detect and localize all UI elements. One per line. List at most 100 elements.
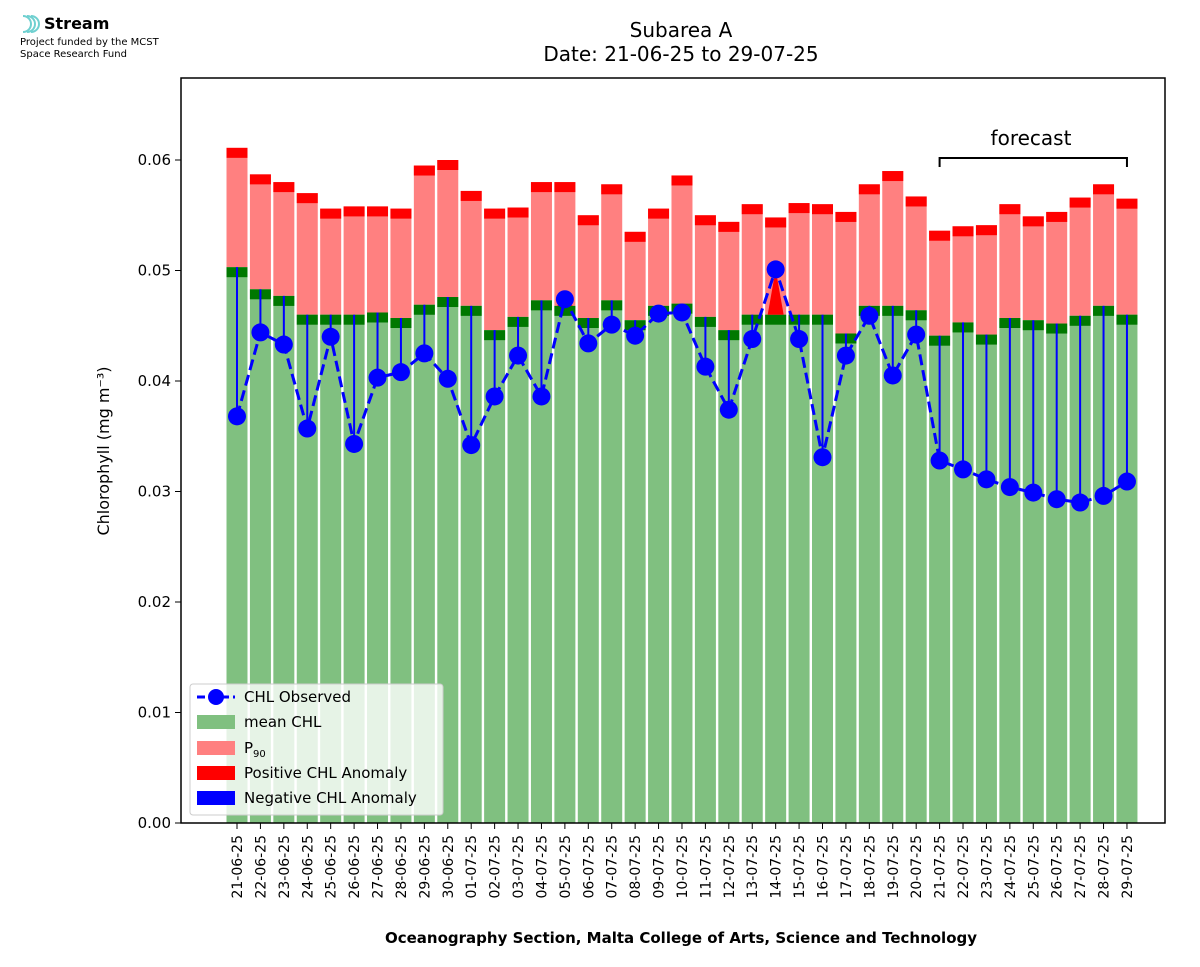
mean-bar: [882, 305, 904, 823]
observed-point: [930, 451, 949, 470]
p90-cap: [788, 203, 810, 214]
chart-subtitle: Date: 21-06-25 to 29-07-25: [543, 42, 818, 66]
mean-cap: [765, 314, 787, 325]
x-tick-label: 18-07-25: [862, 835, 878, 899]
p90-bar: [694, 215, 716, 317]
observed-point: [485, 387, 504, 406]
observed-point: [672, 303, 691, 322]
mean-cap: [554, 305, 576, 316]
brand-name: Stream: [44, 14, 110, 33]
p90-cap: [929, 230, 951, 241]
p90-cap: [1093, 184, 1115, 195]
legend-label: CHL Observed: [244, 688, 351, 706]
y-axis-label: Chlorophyll (mg m⁻³): [94, 366, 113, 535]
p90-cap: [975, 225, 997, 236]
x-tick-label: 12-07-25: [722, 835, 738, 899]
observed-point: [766, 260, 785, 279]
observed-point: [391, 363, 410, 382]
observed-point: [1047, 490, 1066, 509]
x-tick-label: 08-07-25: [628, 835, 644, 899]
p90-cap: [249, 174, 271, 185]
x-tick-label: 16-07-25: [816, 835, 832, 899]
observed-point: [907, 325, 926, 344]
mean-bar: [577, 318, 599, 823]
mean-bar: [671, 303, 693, 823]
p90-bar: [718, 221, 740, 331]
funding-line-1: Project funded by the MCST: [20, 37, 159, 48]
p90-cap: [390, 208, 412, 219]
observed-point: [977, 470, 996, 489]
x-tick-label: 04-07-25: [534, 835, 550, 899]
x-tick-label: 03-07-25: [511, 835, 527, 899]
p90-bar: [671, 175, 693, 304]
p90-bar: [601, 184, 623, 301]
x-tick-label: 27-06-25: [371, 835, 387, 899]
observed-point: [415, 344, 434, 363]
p90-bar: [835, 211, 857, 334]
mean-bar: [765, 314, 787, 823]
observed-point: [438, 369, 457, 388]
p90-bar: [390, 208, 412, 319]
observed-point: [298, 419, 317, 438]
y-tick-label: 0.04: [138, 372, 171, 390]
observed-point: [602, 315, 621, 334]
x-tick-label: 13-07-25: [745, 835, 761, 899]
p90-bar: [999, 204, 1021, 319]
mean-bar: [554, 305, 576, 823]
x-tick-label: 23-06-25: [277, 835, 293, 899]
mean-bar: [858, 305, 880, 823]
observed-point: [368, 368, 387, 387]
p90-cap: [437, 160, 459, 170]
funding-line-2: Space Research Fund: [20, 49, 127, 60]
plot-frame: [180, 77, 1166, 824]
p90-cap: [905, 196, 927, 207]
observed-point: [1071, 493, 1090, 512]
p90-bar: [1093, 184, 1115, 306]
observed-point: [696, 357, 715, 376]
x-tick-label: 20-07-25: [909, 835, 925, 899]
p90-cap: [530, 182, 552, 193]
observed-point: [1024, 483, 1043, 502]
mean-bar: [952, 322, 974, 823]
x-tick-label: 23-07-25: [979, 835, 995, 899]
x-tick-label: 29-07-25: [1120, 835, 1136, 899]
p90-cap: [601, 184, 623, 195]
p90-cap: [835, 211, 857, 222]
p90-cap: [1046, 211, 1068, 222]
mean-bar: [788, 314, 810, 823]
observed-point: [462, 436, 481, 455]
p90-cap: [273, 182, 295, 193]
observed-point: [1094, 486, 1113, 505]
forecast-label: forecast: [991, 126, 1072, 150]
x-tick-label: 27-07-25: [1073, 835, 1089, 899]
observed-point: [579, 334, 598, 353]
x-tick-label: 29-06-25: [417, 835, 433, 899]
observed-point: [274, 335, 293, 354]
funding-note: Project funded by the MCST Space Researc…: [20, 37, 159, 61]
observed-point: [649, 304, 668, 323]
p90-cap: [1116, 198, 1138, 209]
x-tick-label: 24-06-25: [300, 835, 316, 899]
observed-point: [509, 346, 528, 365]
p90-cap: [765, 217, 787, 228]
legend-swatch: [197, 791, 235, 805]
y-tick-label: 0.01: [138, 704, 171, 722]
y-tick-label: 0.02: [138, 593, 171, 611]
x-tick-label: 24-07-25: [1003, 835, 1019, 899]
observed-point: [626, 326, 645, 345]
p90-bar: [1022, 216, 1044, 321]
p90-cap: [952, 226, 974, 237]
x-tick-label: 14-07-25: [769, 835, 785, 899]
x-tick-label: 26-07-25: [1050, 835, 1066, 899]
x-tick-label: 26-06-25: [347, 835, 363, 899]
p90-cap: [999, 204, 1021, 215]
x-axis: 21-06-25 22-06-25 23-06-25 24-06-25 25-06-25…: [230, 823, 1136, 899]
p90-bar: [788, 203, 810, 315]
p90-bar: [226, 147, 248, 268]
p90-cap: [812, 204, 833, 215]
legend-label: Positive CHL Anomaly: [244, 764, 407, 782]
p90-cap: [858, 184, 880, 195]
p90-bar: [437, 160, 459, 298]
legend-swatch: [197, 715, 235, 729]
